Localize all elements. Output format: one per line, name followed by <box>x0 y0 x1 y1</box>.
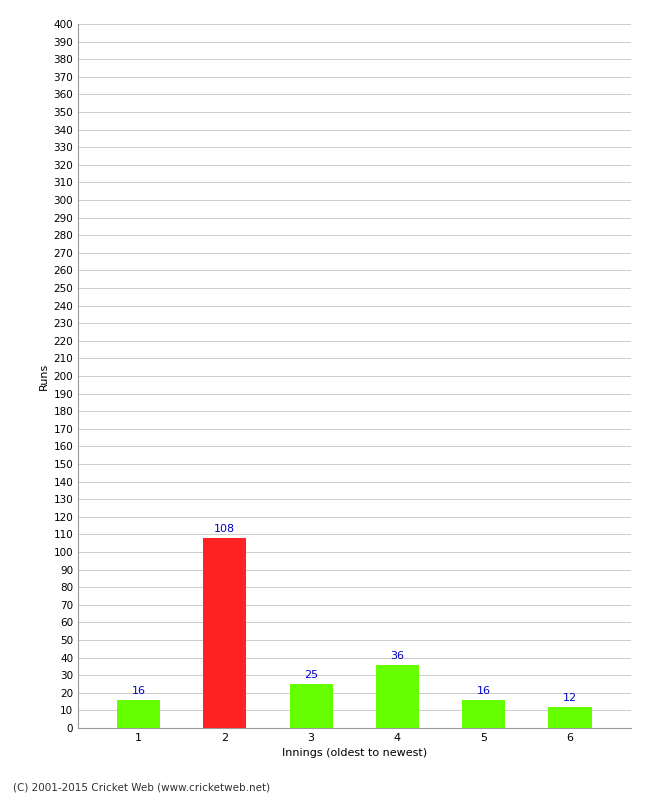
Text: 12: 12 <box>563 694 577 703</box>
Text: (C) 2001-2015 Cricket Web (www.cricketweb.net): (C) 2001-2015 Cricket Web (www.cricketwe… <box>13 782 270 792</box>
Bar <box>289 684 333 728</box>
Text: 108: 108 <box>214 525 235 534</box>
Bar <box>117 700 160 728</box>
Text: 36: 36 <box>391 651 404 661</box>
Bar <box>376 665 419 728</box>
Bar <box>203 538 246 728</box>
X-axis label: Innings (oldest to newest): Innings (oldest to newest) <box>281 749 427 758</box>
Text: 25: 25 <box>304 670 318 681</box>
Y-axis label: Runs: Runs <box>39 362 49 390</box>
Bar <box>549 707 592 728</box>
Text: 16: 16 <box>131 686 146 696</box>
Text: 16: 16 <box>476 686 491 696</box>
Bar <box>462 700 505 728</box>
